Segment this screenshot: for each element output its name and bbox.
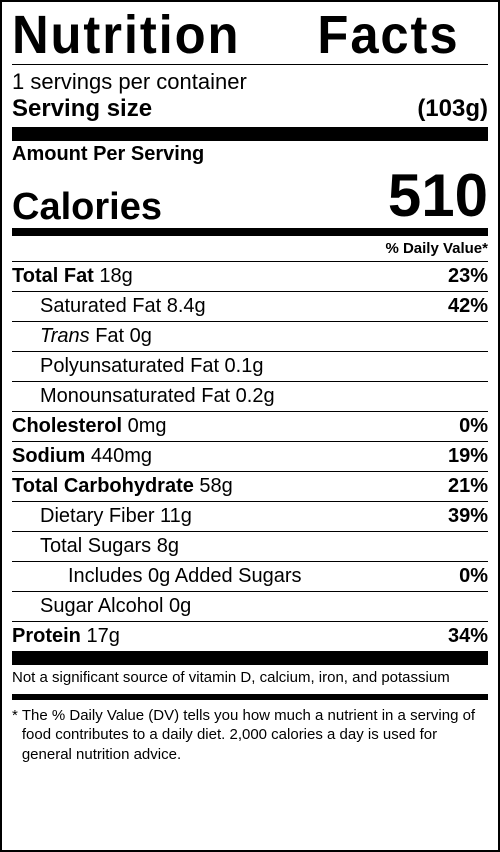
footnote-text: The % Daily Value (DV) tells you how muc…	[22, 706, 488, 765]
rule-thick-2	[12, 228, 488, 236]
row-left: Sugar Alcohol 0g	[12, 595, 191, 618]
row-dv: 23%	[448, 265, 488, 288]
row-cholesterol: Cholesterol 0mg 0%	[12, 411, 488, 441]
row-left: Dietary Fiber 11g	[12, 505, 192, 528]
row-left: Cholesterol 0mg	[12, 415, 167, 438]
row-sodium: Sodium 440mg 19%	[12, 441, 488, 471]
row-left: Sodium 440mg	[12, 445, 152, 468]
calories-label: Calories	[12, 188, 162, 226]
row-poly-fat: Polyunsaturated Fat 0.1g	[12, 351, 488, 381]
footnote-not-significant: Not a significant source of vitamin D, c…	[12, 665, 488, 694]
row-sat-fat: Saturated Fat 8.4g 42%	[12, 291, 488, 321]
row-fiber: Dietary Fiber 11g 39%	[12, 501, 488, 531]
row-added-sugars: Includes 0g Added Sugars 0%	[12, 561, 488, 591]
row-dv: 0%	[459, 415, 488, 438]
title-word-2: Facts	[317, 8, 459, 62]
row-dv: 0%	[459, 565, 488, 588]
row-dv: 42%	[448, 295, 488, 318]
row-left: Monounsaturated Fat 0.2g	[12, 385, 275, 408]
serving-size-value: (103g)	[417, 95, 488, 123]
calories-row: Calories 510	[12, 166, 488, 228]
footnote-dv: * The % Daily Value (DV) tells you how m…	[12, 700, 488, 765]
serving-size-label: Serving size	[12, 95, 152, 123]
row-dv: 19%	[448, 445, 488, 468]
servings-per-container: 1 servings per container	[12, 65, 488, 95]
row-left: Protein 17g	[12, 625, 120, 648]
row-total-carb: Total Carbohydrate 58g 21%	[12, 471, 488, 501]
row-dv: 39%	[448, 505, 488, 528]
nutrition-facts-panel: Nutrition Facts 1 servings per container…	[0, 0, 500, 852]
row-mono-fat: Monounsaturated Fat 0.2g	[12, 381, 488, 411]
row-left: Total Carbohydrate 58g	[12, 475, 233, 498]
serving-size-row: Serving size (103g)	[12, 95, 488, 127]
row-left: Total Fat 18g	[12, 265, 133, 288]
footnote-star: *	[12, 706, 22, 765]
row-left: Saturated Fat 8.4g	[12, 295, 206, 318]
rule-thick-3	[12, 651, 488, 665]
title: Nutrition Facts	[12, 8, 459, 64]
dv-header: % Daily Value*	[12, 236, 488, 261]
row-total-fat: Total Fat 18g 23%	[12, 261, 488, 291]
row-dv: 34%	[448, 625, 488, 648]
rule-thick-1	[12, 127, 488, 141]
row-trans-fat: Trans Fat 0g	[12, 321, 488, 351]
row-left: Includes 0g Added Sugars	[12, 565, 302, 588]
calories-value: 510	[388, 166, 488, 226]
row-left: Total Sugars 8g	[12, 535, 179, 558]
row-left: Polyunsaturated Fat 0.1g	[12, 355, 263, 378]
row-left: Trans Fat 0g	[12, 325, 152, 348]
row-protein: Protein 17g 34%	[12, 621, 488, 651]
row-sugar-alcohol: Sugar Alcohol 0g	[12, 591, 488, 621]
row-dv: 21%	[448, 475, 488, 498]
title-word-1: Nutrition	[12, 8, 240, 62]
row-total-sugars: Total Sugars 8g	[12, 531, 488, 561]
